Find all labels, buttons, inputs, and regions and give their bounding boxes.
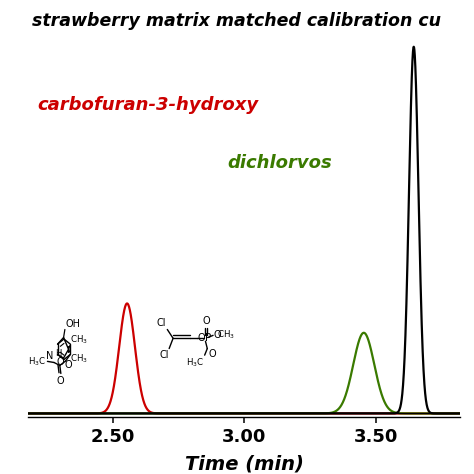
Text: O: O [56, 376, 64, 386]
Text: O: O [208, 349, 216, 359]
Text: O: O [202, 316, 210, 326]
Text: H: H [55, 349, 62, 358]
X-axis label: Time (min): Time (min) [185, 455, 303, 474]
Text: O: O [64, 360, 72, 370]
Text: O: O [197, 333, 205, 343]
Text: H$_3$C: H$_3$C [28, 355, 46, 368]
Text: OH: OH [65, 319, 80, 329]
Text: Cl: Cl [156, 319, 166, 328]
Text: N: N [46, 351, 54, 361]
Text: O: O [56, 357, 64, 367]
Text: carbofuran-3-hydroxy: carbofuran-3-hydroxy [37, 96, 258, 114]
Text: H$_3$C: H$_3$C [186, 356, 204, 369]
Text: dichlorvos: dichlorvos [227, 155, 332, 173]
Text: CH$_3$: CH$_3$ [217, 329, 235, 341]
Text: CH$_3$: CH$_3$ [70, 333, 88, 346]
Text: CH$_3$: CH$_3$ [70, 352, 88, 365]
Text: O: O [214, 330, 221, 340]
Text: Cl: Cl [159, 350, 169, 360]
Text: strawberry matrix matched calibration cu: strawberry matrix matched calibration cu [33, 12, 441, 30]
Text: P: P [205, 333, 211, 343]
